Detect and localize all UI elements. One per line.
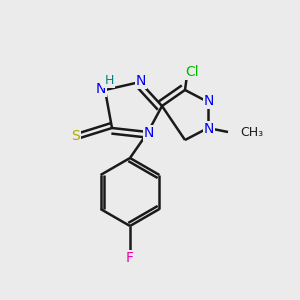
Text: N: N <box>204 94 214 108</box>
Text: F: F <box>126 251 134 265</box>
Text: N: N <box>96 82 106 96</box>
Text: N: N <box>144 126 154 140</box>
Text: H: H <box>104 74 114 86</box>
Text: CH₃: CH₃ <box>240 125 263 139</box>
Text: Cl: Cl <box>185 65 199 79</box>
Text: N: N <box>204 122 214 136</box>
Text: N: N <box>136 74 146 88</box>
Text: S: S <box>72 129 80 143</box>
